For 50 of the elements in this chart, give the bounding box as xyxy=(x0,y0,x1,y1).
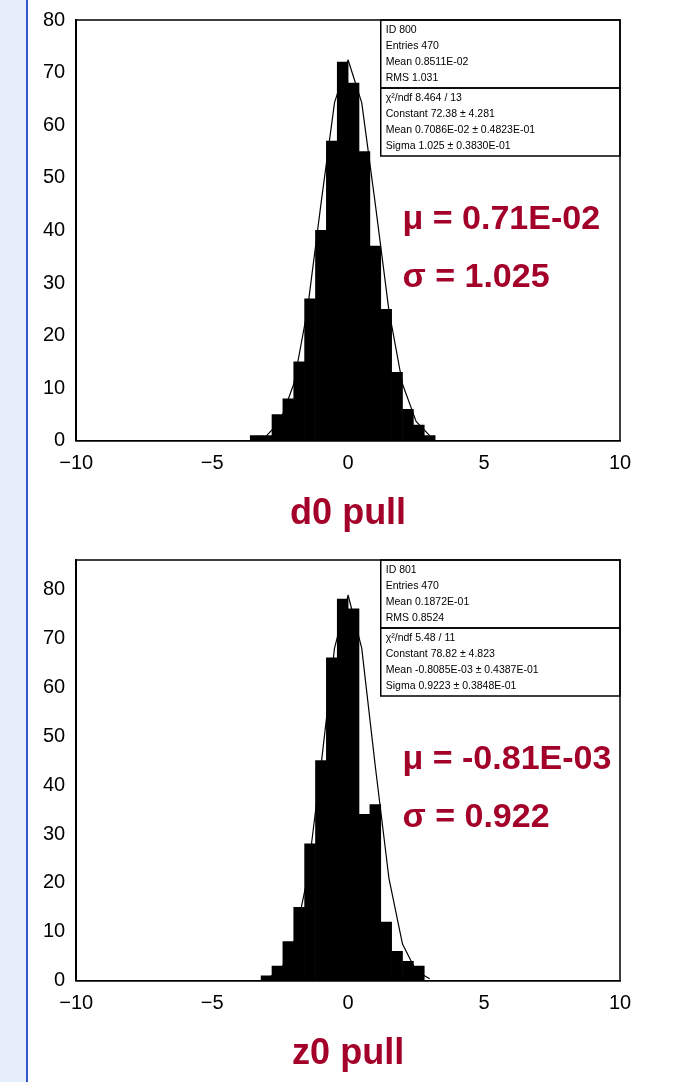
annotation: RMS 1.031 xyxy=(385,70,439,83)
y-tick-label: 80 xyxy=(43,576,66,599)
y-tick-label: 10 xyxy=(43,375,66,398)
x-tick-label: 0 xyxy=(342,991,354,1014)
annotation: μ = 0.71E-02 xyxy=(402,198,601,237)
annotation: Mean 0.1872E-01 xyxy=(385,594,470,607)
x-tick-label: −10 xyxy=(59,451,94,474)
y-tick-label: 50 xyxy=(43,165,66,188)
annotation: Entries 470 xyxy=(385,38,440,51)
y-tick-label: 60 xyxy=(43,112,66,135)
annotation: σ = 1.025 xyxy=(402,256,550,295)
x-tick-label: 5 xyxy=(478,451,490,474)
x-tick-label: 10 xyxy=(608,451,632,474)
y-tick-label: 60 xyxy=(43,674,66,697)
x-tick-label: 5 xyxy=(478,991,490,1014)
y-tick-label: 70 xyxy=(43,625,66,648)
y-tick-label: 40 xyxy=(43,217,66,240)
annotation: RMS 0.8524 xyxy=(385,610,445,623)
y-tick-label: 30 xyxy=(43,270,66,293)
annotation: Mean 0.8511E-02 xyxy=(385,54,469,67)
annotation: Entries 470 xyxy=(385,578,440,591)
y-tick-label: 70 xyxy=(43,60,66,83)
x-tick-label: −10 xyxy=(59,991,94,1014)
x-axis-title: d0 pull xyxy=(290,491,407,533)
y-tick-label: 0 xyxy=(54,428,66,451)
y-tick-label: 80 xyxy=(43,7,66,30)
y-tick-label: 20 xyxy=(43,870,66,893)
annotation: Mean 0.7086E-02 ± 0.4823E-01 xyxy=(385,122,536,135)
annotation: χ²/ndf 5.48 / 11 xyxy=(385,630,456,643)
x-axis-title: z0 pull xyxy=(292,1031,405,1073)
annotation: σ = 0.922 xyxy=(402,796,550,835)
annotation: μ = -0.81E-03 xyxy=(402,738,612,777)
y-tick-label: 40 xyxy=(43,772,66,795)
annotation: ID 800 xyxy=(385,22,417,35)
annotation: Constant 78.82 ± 4.823 xyxy=(385,646,495,659)
x-tick-label: −5 xyxy=(200,451,224,474)
annotation: χ²/ndf 8.464 / 13 xyxy=(385,90,463,103)
y-tick-label: 50 xyxy=(43,723,66,746)
annotation: Mean -0.8085E-03 ± 0.4387E-01 xyxy=(385,662,539,675)
annotation: Sigma 1.025 ± 0.3830E-01 xyxy=(385,138,511,151)
x-tick-label: 10 xyxy=(608,991,632,1014)
x-tick-label: −5 xyxy=(200,991,224,1014)
y-tick-label: 0 xyxy=(54,968,66,991)
annotation: ID 801 xyxy=(385,562,417,575)
y-tick-label: 30 xyxy=(43,821,66,844)
annotation: Sigma 0.9223 ± 0.3848E-01 xyxy=(385,678,517,691)
x-tick-label: 0 xyxy=(342,451,354,474)
annotation: Constant 72.38 ± 4.281 xyxy=(385,106,495,119)
y-tick-label: 10 xyxy=(43,919,66,942)
y-tick-label: 20 xyxy=(43,323,66,346)
